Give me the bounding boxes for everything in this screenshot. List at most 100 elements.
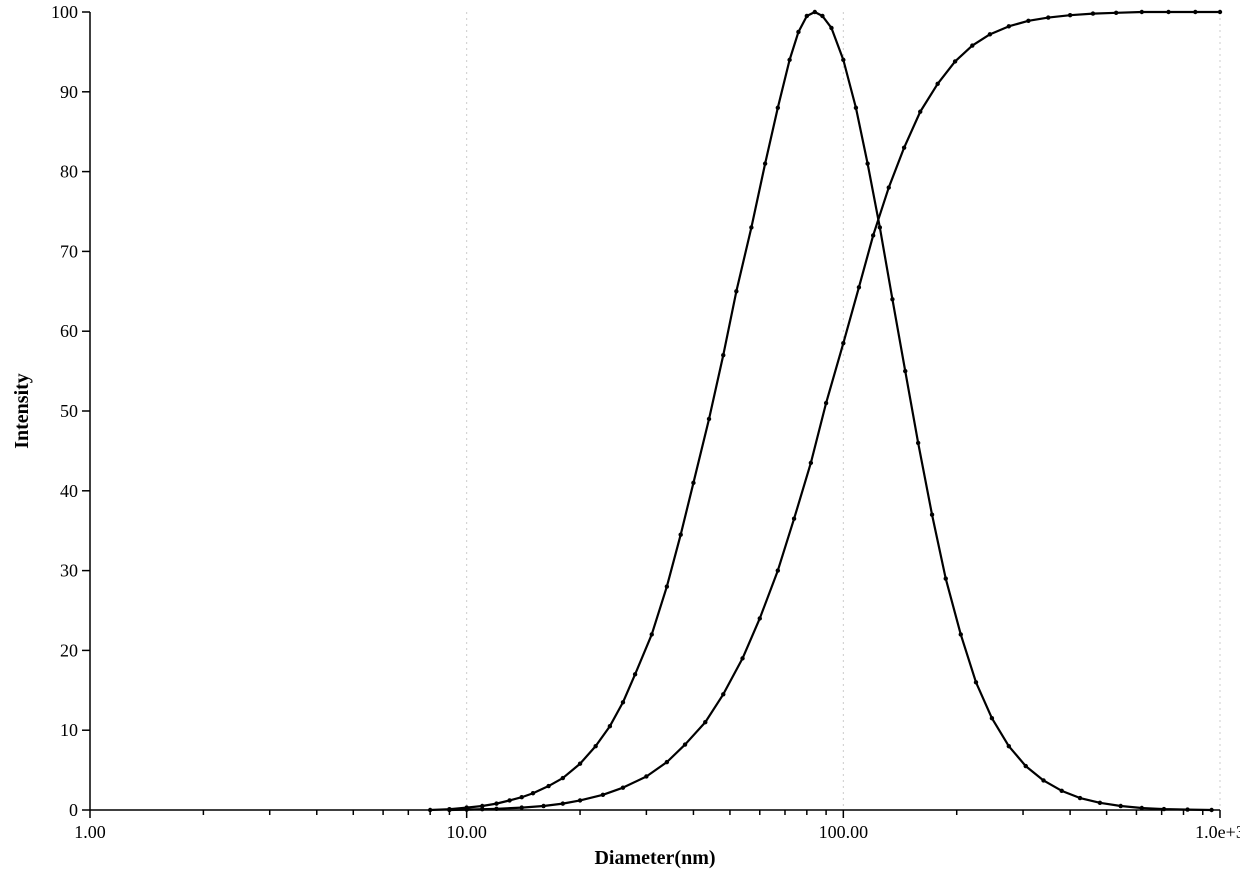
marker-cumulative xyxy=(740,656,744,660)
x-axis-label: Diameter(nm) xyxy=(594,847,715,869)
marker-cumulative xyxy=(541,804,545,808)
marker-distribution xyxy=(865,161,869,165)
marker-distribution xyxy=(721,353,725,357)
marker-distribution xyxy=(1185,807,1189,811)
chart-svg: 01020304050607080901001.0010.00100.001.0… xyxy=(0,0,1240,873)
marker-distribution xyxy=(841,58,845,62)
marker-cumulative xyxy=(1114,11,1118,15)
marker-distribution xyxy=(561,776,565,780)
x-tick-label: 10.00 xyxy=(446,822,487,842)
marker-distribution xyxy=(890,297,894,301)
marker-distribution xyxy=(578,762,582,766)
marker-cumulative xyxy=(792,517,796,521)
marker-distribution xyxy=(520,795,524,799)
marker-distribution xyxy=(1024,764,1028,768)
marker-distribution xyxy=(734,289,738,293)
y-tick-label: 10 xyxy=(60,720,78,740)
y-tick-label: 30 xyxy=(60,561,78,581)
y-axis-label: Intensity xyxy=(11,373,33,449)
x-tick-label: 1.0e+3 xyxy=(1195,822,1240,842)
marker-distribution xyxy=(593,744,597,748)
marker-distribution xyxy=(707,417,711,421)
y-tick-label: 70 xyxy=(60,241,78,261)
marker-distribution xyxy=(959,632,963,636)
marker-distribution xyxy=(531,791,535,795)
marker-distribution xyxy=(494,801,498,805)
marker-distribution xyxy=(878,225,882,229)
marker-distribution xyxy=(621,700,625,704)
marker-distribution xyxy=(1140,806,1144,810)
marker-distribution xyxy=(1060,789,1064,793)
marker-distribution xyxy=(829,26,833,30)
y-tick-label: 50 xyxy=(60,401,78,421)
marker-cumulative xyxy=(918,110,922,114)
marker-cumulative xyxy=(1140,10,1144,14)
marker-cumulative xyxy=(520,805,524,809)
y-tick-label: 0 xyxy=(69,800,78,820)
marker-cumulative xyxy=(988,32,992,36)
marker-cumulative xyxy=(1026,19,1030,23)
marker-distribution xyxy=(763,161,767,165)
marker-cumulative xyxy=(601,793,605,797)
marker-distribution xyxy=(507,798,511,802)
marker-cumulative xyxy=(683,742,687,746)
marker-distribution xyxy=(633,672,637,676)
marker-distribution xyxy=(1209,808,1213,812)
marker-distribution xyxy=(665,584,669,588)
marker-cumulative xyxy=(758,616,762,620)
marker-cumulative xyxy=(887,185,891,189)
marker-cumulative xyxy=(1068,13,1072,17)
marker-distribution xyxy=(1007,744,1011,748)
marker-cumulative xyxy=(644,774,648,778)
marker-cumulative xyxy=(953,59,957,63)
marker-distribution xyxy=(1098,801,1102,805)
marker-distribution xyxy=(854,106,858,110)
marker-cumulative xyxy=(480,807,484,811)
marker-distribution xyxy=(796,30,800,34)
marker-cumulative xyxy=(1166,10,1170,14)
marker-cumulative xyxy=(809,461,813,465)
marker-cumulative xyxy=(621,785,625,789)
marker-distribution xyxy=(990,716,994,720)
marker-distribution xyxy=(916,441,920,445)
marker-distribution xyxy=(650,632,654,636)
marker-cumulative xyxy=(447,808,451,812)
marker-cumulative xyxy=(1007,24,1011,28)
marker-cumulative xyxy=(578,798,582,802)
marker-cumulative xyxy=(561,801,565,805)
marker-distribution xyxy=(776,106,780,110)
marker-distribution xyxy=(820,14,824,18)
y-tick-label: 60 xyxy=(60,321,78,341)
marker-cumulative xyxy=(935,82,939,86)
marker-cumulative xyxy=(1193,10,1197,14)
marker-cumulative xyxy=(1218,10,1222,14)
marker-distribution xyxy=(903,369,907,373)
marker-distribution xyxy=(691,481,695,485)
marker-cumulative xyxy=(721,692,725,696)
marker-distribution xyxy=(1041,778,1045,782)
marker-cumulative xyxy=(824,401,828,405)
x-tick-label: 1.00 xyxy=(74,822,106,842)
marker-cumulative xyxy=(841,341,845,345)
marker-cumulative xyxy=(703,720,707,724)
y-tick-label: 40 xyxy=(60,481,78,501)
marker-distribution xyxy=(428,808,432,812)
marker-cumulative xyxy=(776,568,780,572)
marker-distribution xyxy=(805,14,809,18)
y-tick-label: 20 xyxy=(60,640,78,660)
marker-cumulative xyxy=(1046,15,1050,19)
y-tick-label: 80 xyxy=(60,162,78,182)
marker-distribution xyxy=(1162,807,1166,811)
particle-size-chart: 01020304050607080901001.0010.00100.001.0… xyxy=(0,0,1240,873)
marker-distribution xyxy=(608,724,612,728)
marker-distribution xyxy=(546,784,550,788)
marker-cumulative xyxy=(857,285,861,289)
marker-distribution xyxy=(974,680,978,684)
marker-distribution xyxy=(813,10,817,14)
marker-distribution xyxy=(678,532,682,536)
marker-cumulative xyxy=(902,145,906,149)
y-tick-label: 100 xyxy=(51,2,78,22)
chart-bg xyxy=(0,0,1240,873)
marker-distribution xyxy=(749,225,753,229)
marker-distribution xyxy=(930,513,934,517)
